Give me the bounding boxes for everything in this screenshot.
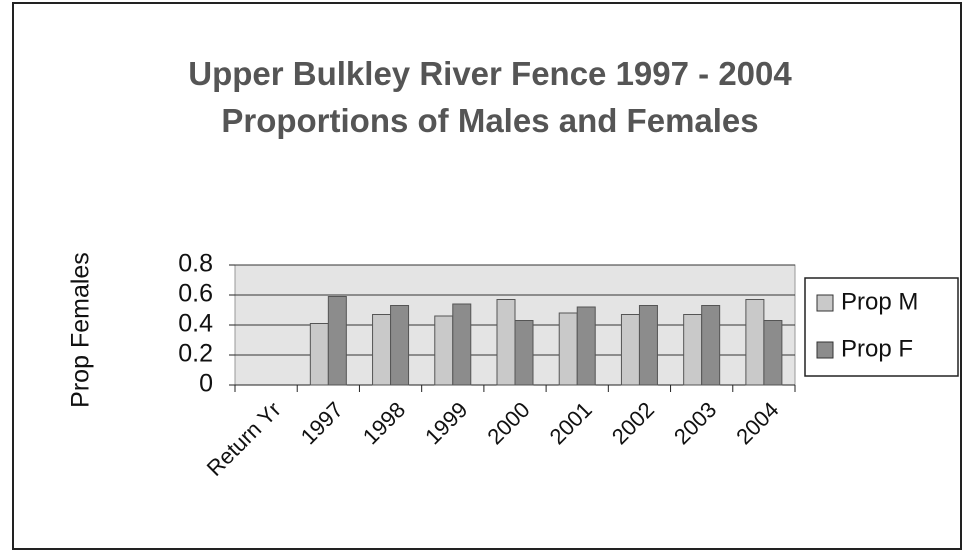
bar bbox=[452, 303, 472, 386]
y-tick-label: 0.8 bbox=[178, 250, 213, 278]
x-tick-label: 1998 bbox=[358, 397, 410, 449]
bar bbox=[763, 320, 783, 386]
y-tick-label: 0 bbox=[199, 370, 213, 398]
bar bbox=[620, 314, 640, 386]
legend-label: Prop F bbox=[841, 335, 913, 362]
bar bbox=[434, 315, 454, 386]
bar bbox=[309, 323, 329, 386]
bar bbox=[745, 299, 765, 386]
bar bbox=[496, 299, 516, 386]
x-tick-label: 2002 bbox=[607, 397, 659, 449]
y-axis-label: Prop Females bbox=[67, 252, 95, 408]
x-tick-label: 2003 bbox=[669, 397, 721, 449]
x-tick-label: 1997 bbox=[296, 397, 348, 449]
bar bbox=[390, 305, 410, 386]
x-tick-label: 1999 bbox=[420, 397, 472, 449]
legend-swatch bbox=[816, 294, 834, 312]
bar bbox=[576, 306, 596, 386]
chart-frame bbox=[12, 2, 962, 550]
bar bbox=[372, 314, 392, 386]
y-tick-label: 0.6 bbox=[178, 280, 213, 308]
y-tick-label: 0.4 bbox=[178, 310, 213, 338]
x-tick-label: 2004 bbox=[731, 397, 783, 449]
bar bbox=[514, 320, 534, 386]
x-tick-label: 2001 bbox=[545, 397, 597, 449]
legend-box bbox=[804, 277, 959, 377]
x-tick-label: Return Yr bbox=[202, 397, 286, 481]
chart-title: Upper Bulkley River Fence 1997 - 2004 Pr… bbox=[188, 55, 792, 139]
bar bbox=[683, 314, 703, 386]
x-tick-label: 2000 bbox=[482, 397, 534, 449]
bar bbox=[638, 305, 658, 386]
y-tick-label: 0.2 bbox=[178, 340, 213, 368]
bar bbox=[558, 312, 578, 386]
legend-swatch bbox=[816, 341, 834, 359]
bar bbox=[701, 305, 721, 386]
bar bbox=[327, 296, 347, 386]
legend-label: Prop M bbox=[841, 288, 918, 315]
